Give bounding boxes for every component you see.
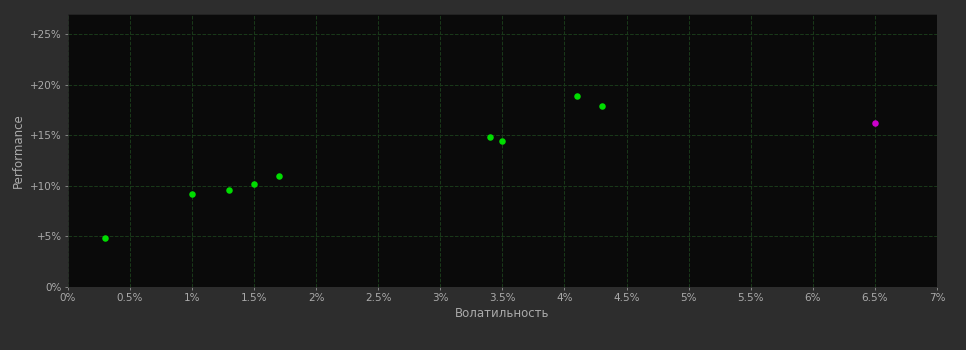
Point (246, 181, 262, 187)
Point (221, 187, 237, 193)
Point (495, 139, 510, 144)
Point (867, 120, 883, 126)
Point (185, 191, 200, 197)
Point (271, 173, 287, 178)
Y-axis label: Performance: Performance (12, 113, 25, 188)
Point (482, 134, 497, 140)
Point (569, 93, 584, 99)
Point (98, 236, 113, 241)
X-axis label: Волатильность: Волатильность (455, 307, 550, 320)
Point (594, 103, 610, 109)
